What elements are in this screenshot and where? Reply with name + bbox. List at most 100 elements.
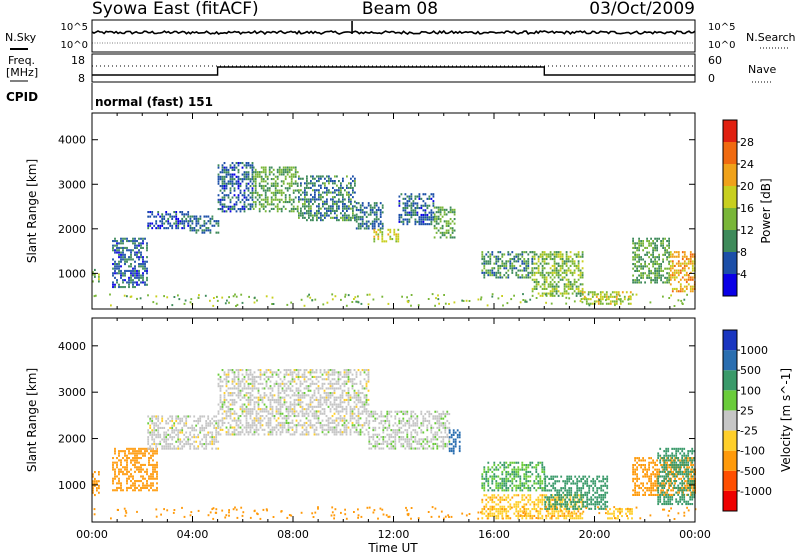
- velocity-cell: [233, 428, 236, 431]
- velocity-cell: [114, 468, 116, 471]
- velocity-cell: [420, 438, 423, 441]
- velocity-cell: [217, 382, 220, 385]
- power-cell: [237, 164, 240, 167]
- power-cell: [359, 227, 362, 230]
- power-cell: [336, 207, 338, 210]
- velocity-cell: [275, 398, 278, 401]
- velocity-cell: [283, 375, 286, 378]
- power-cell: [155, 295, 158, 298]
- velocity-cell: [317, 405, 320, 408]
- velocity-cell: [343, 371, 346, 374]
- power-cell: [320, 216, 322, 219]
- power-cell: [146, 260, 148, 263]
- velocity-cell: [317, 380, 320, 383]
- power-cell: [138, 269, 140, 272]
- velocity-cell: [287, 369, 290, 372]
- velocity-cell: [211, 433, 214, 436]
- power-cell: [561, 294, 564, 297]
- power-cell: [221, 198, 224, 201]
- power-cell: [673, 276, 676, 279]
- power-cell: [671, 290, 674, 293]
- velocity-cell: [370, 415, 373, 418]
- power-cell: [660, 265, 662, 268]
- power-cell: [241, 205, 244, 208]
- power-cell: [338, 205, 340, 208]
- power-cell: [658, 274, 660, 277]
- power-cell: [249, 166, 252, 169]
- power-cell: [308, 200, 310, 203]
- power-cell: [557, 290, 560, 293]
- power-cell: [223, 171, 226, 174]
- power-cell: [169, 215, 172, 218]
- power-cell: [304, 196, 306, 199]
- power-cell: [146, 244, 148, 247]
- power-cell: [509, 262, 512, 265]
- velocity-cell: [378, 442, 381, 445]
- velocity-cell: [183, 438, 186, 441]
- velocity-cell: [408, 438, 411, 441]
- velocity-cell: [343, 428, 346, 431]
- velocity-cell: [279, 392, 282, 395]
- power-cell: [221, 164, 224, 167]
- power-cell: [320, 214, 322, 217]
- velocity-cell: [215, 431, 218, 434]
- velocity-cell: [359, 401, 362, 404]
- velocity-cell: [400, 422, 403, 425]
- velocity-cell: [327, 371, 330, 374]
- velocity-cell: [388, 442, 391, 445]
- velocity-cell: [367, 398, 370, 401]
- power-cell: [187, 224, 190, 227]
- power-cell: [439, 218, 442, 221]
- power-cell: [495, 260, 498, 263]
- power-y-tick-label: 2000: [58, 223, 86, 236]
- power-cell: [280, 194, 283, 197]
- power-cell: [346, 191, 348, 194]
- velocity-cell: [177, 429, 180, 432]
- velocity-cell: [136, 486, 138, 489]
- power-cell: [489, 260, 492, 263]
- velocity-cell: [345, 375, 348, 378]
- power-cell: [256, 194, 259, 197]
- power-cell: [229, 191, 232, 194]
- power-cell: [551, 292, 554, 295]
- power-cell: [223, 182, 226, 185]
- power-cell: [400, 220, 403, 223]
- velocity-cell: [412, 429, 415, 432]
- power-cell: [569, 269, 572, 272]
- velocity-cell: [96, 489, 98, 492]
- power-cell: [489, 274, 492, 277]
- velocity-cell: [444, 426, 447, 429]
- velocity-cell: [271, 408, 274, 411]
- velocity-cell: [229, 415, 232, 418]
- velocity-cell: [207, 443, 210, 446]
- velocity-cell: [249, 394, 252, 397]
- velocity-cell: [152, 463, 154, 466]
- power-cell: [387, 228, 390, 231]
- velocity-cell: [225, 431, 228, 434]
- velocity-cell: [398, 436, 401, 439]
- velocity-cell: [339, 403, 342, 406]
- power-cell: [501, 260, 504, 263]
- velocity-cell: [225, 433, 228, 436]
- velocity-cell: [343, 431, 346, 434]
- velocity-cell: [173, 445, 176, 448]
- velocity-cell: [299, 382, 302, 385]
- velocity-cell: [128, 470, 130, 473]
- velocity-cell: [426, 410, 429, 413]
- velocity-cell: [363, 421, 366, 424]
- velocity-cell: [247, 382, 250, 385]
- velocity-cell: [335, 424, 338, 427]
- velocity-cell: [333, 398, 336, 401]
- power-cell: [397, 233, 400, 236]
- power-cell: [391, 238, 394, 241]
- velocity-cell: [365, 398, 368, 401]
- power-cell: [367, 227, 370, 230]
- power-cell: [217, 182, 220, 185]
- velocity-cell: [390, 447, 393, 450]
- velocity-cell: [363, 396, 366, 399]
- power-cell: [650, 242, 652, 245]
- power-cell: [609, 295, 612, 298]
- velocity-cell: [410, 445, 413, 448]
- velocity-cell: [307, 371, 310, 374]
- power-cell: [352, 175, 354, 178]
